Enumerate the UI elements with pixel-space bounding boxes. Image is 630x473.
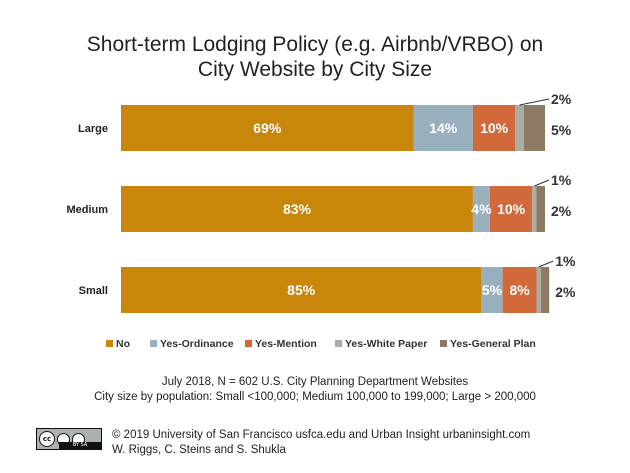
data-label-yes-general-plan-small: 2% [555,284,576,300]
bar-yes-white-paper-small [536,267,541,313]
creative-commons-license-badge: cc BY SA [36,428,102,450]
creative-commons-icon: cc [39,431,55,447]
legend-swatch-no [106,340,113,347]
category-label-small: Small [79,285,108,297]
legend-label-no: No [116,338,130,350]
legend-swatch-yes-general-plan [440,340,447,347]
bar-yes-white-paper-medium [532,186,537,232]
data-label-yes-mention-medium: 10% [497,201,526,217]
data-label-yes-ordinance-large: 14% [429,120,458,136]
legend-swatch-yes-white-paper [335,340,342,347]
data-label-yes-mention-small: 8% [509,282,530,298]
legend-swatch-yes-mention [245,340,252,347]
data-label-no-small: 85% [287,282,316,298]
bar-yes-general-plan-small [540,267,550,313]
bar-yes-ordinance-small [481,267,503,313]
bar-yes-mention-large [472,105,516,151]
data-label-yes-white-paper-medium: 1% [551,172,572,188]
legend: No Yes-Ordinance Yes-Mention Yes-White Pape… [106,338,536,350]
bar-no-large [121,105,414,151]
chart-notes: July 2018, N = 602 U.S. City Planning De… [0,375,630,405]
data-label-no-large: 69% [253,120,282,136]
bar-yes-white-paper-large [515,105,524,151]
legend-label-yes-ordinance: Yes-Ordinance [160,338,234,350]
data-label-yes-mention-large: 10% [480,120,509,136]
legend-swatch-yes-ordinance [150,340,157,347]
chart-title-line-1: Short-term Lodging Policy (e.g. Airbnb/V… [86,33,544,56]
callout-line-white-paper-large [519,98,550,106]
data-label-yes-ordinance-small: 5% [482,282,503,298]
category-label-medium: Medium [66,204,108,216]
chart-title: Short-term Lodging Policy (e.g. Airbnb/V… [0,32,630,82]
data-label-yes-white-paper-large: 2% [551,91,572,107]
bar-no-medium [121,186,473,232]
callout-line-white-paper-small [538,260,554,268]
bar-yes-general-plan-large [523,105,545,151]
bar-yes-ordinance-large [413,105,473,151]
callout-line-white-paper-medium [534,179,550,187]
bar-no-small [121,267,482,313]
data-label-no-medium: 83% [283,201,312,217]
note-line-1: July 2018, N = 602 U.S. City Planning De… [161,376,469,388]
legend-label-yes-white-paper: Yes-White Paper [345,338,427,350]
data-label-yes-white-paper-small: 1% [555,253,576,269]
chart-title-line-2: City Website by City Size [197,58,433,81]
legend-label-yes-general-plan: Yes-General Plan [450,338,536,350]
credits: © 2019 University of San Francisco usfca… [112,428,530,458]
bar-yes-ordinance-medium [472,186,490,232]
note-line-2: City size by population: Small <100,000;… [94,391,536,403]
category-label-large: Large [78,123,108,135]
bar-yes-general-plan-medium [536,186,545,232]
credits-line-2: W. Riggs, C. Steins and S. Shukla [112,444,286,456]
data-label-yes-general-plan-large: 5% [551,122,572,138]
license-terms-label: BY SA [59,442,101,449]
credits-line-1: © 2019 University of San Francisco usfca… [112,429,531,441]
legend-label-yes-mention: Yes-Mention [255,338,317,350]
bar-yes-mention-small [502,267,537,313]
bar-yes-mention-medium [489,186,533,232]
bar-group: Large 69% 14% 10% 2% 5% Medium 83% 4% 10% 1% 2% Smal… [66,91,576,313]
data-label-yes-ordinance-medium: 4% [471,201,492,217]
data-label-yes-general-plan-medium: 2% [551,203,572,219]
